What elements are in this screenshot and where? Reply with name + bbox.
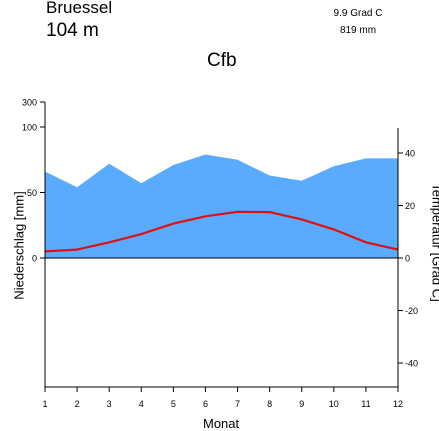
month-tick-label: 6 [203,399,208,409]
month-tick-label: 12 [393,399,403,409]
temperature-tick-label: 40 [405,149,415,159]
month-tick-label: 8 [267,399,272,409]
temperature-tick-label: -20 [405,306,418,316]
month-tick-label: 2 [75,399,80,409]
mean-temperature: 9.9 Grad C [298,8,418,19]
month-tick-label: 5 [171,399,176,409]
station-elevation: 104 m [46,20,99,42]
precipitation-area [45,155,398,259]
annual-precipitation: 819 mm [298,25,418,36]
precipitation-tick-label: 100 [22,123,37,133]
month-tick-label: 11 [361,399,370,409]
temperature-tick-label: -40 [405,359,418,369]
precipitation-axis-label: Niederschlag [mm] [12,191,27,301]
month-tick-label: 9 [299,399,304,409]
month-tick-label: 3 [107,399,112,409]
x-axis-label: Monat [203,416,239,431]
temperature-axis-label: Temperatur [Grad C] [430,180,439,306]
precipitation-tick-label: 300 [22,98,37,108]
temperature-tick-label: 20 [405,201,415,211]
month-tick-label: 4 [139,399,144,409]
temperature-tick-label: 0 [405,254,410,264]
month-tick-label: 10 [329,399,339,409]
precipitation-tick-label: 50 [27,188,37,198]
month-tick-label: 1 [42,399,47,409]
month-tick-label: 7 [235,399,240,409]
precipitation-tick-label: 0 [32,254,37,264]
station-name: Bruessel [46,0,112,18]
climate-class: Cfb [207,50,237,72]
